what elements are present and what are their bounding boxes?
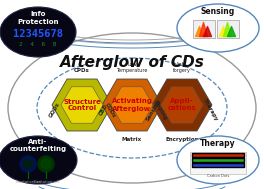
Text: Doping: Doping (152, 99, 168, 121)
Ellipse shape (177, 136, 259, 184)
Text: Afterglow of CDs: Afterglow of CDs (60, 54, 204, 70)
Ellipse shape (0, 136, 77, 184)
FancyBboxPatch shape (192, 158, 244, 162)
Text: Anti-
counterfeiting: Anti- counterfeiting (10, 139, 67, 153)
Text: CPDs: CPDs (74, 68, 90, 73)
FancyBboxPatch shape (190, 152, 246, 174)
Polygon shape (152, 79, 212, 131)
FancyBboxPatch shape (217, 20, 239, 38)
Text: CBD: CBD (98, 103, 109, 117)
Text: Low
Temperature: Low Temperature (116, 62, 148, 73)
Text: GQDs: GQDs (48, 101, 60, 119)
FancyBboxPatch shape (192, 153, 244, 157)
Text: Carbon Dots: Carbon Dots (207, 174, 229, 178)
Text: Excitation: on: Excitation: on (16, 180, 40, 184)
Text: 2  4  6  8: 2 4 6 8 (19, 43, 57, 47)
Text: Therapy: Therapy (201, 98, 219, 122)
Text: Info
Protection: Info Protection (17, 12, 59, 25)
Text: CQDs: CQDs (104, 102, 116, 118)
Circle shape (38, 156, 54, 172)
Text: Anti-
forgery: Anti- forgery (173, 62, 191, 73)
Text: Excitation: off: Excitation: off (34, 180, 59, 184)
Text: Activating
Afterglow: Activating Afterglow (112, 98, 152, 112)
FancyBboxPatch shape (193, 20, 215, 38)
Text: Sensing: Sensing (145, 98, 162, 122)
Text: Encryption: Encryption (165, 137, 199, 142)
Circle shape (23, 159, 33, 169)
Polygon shape (102, 79, 162, 131)
Ellipse shape (0, 7, 76, 57)
Text: Therapy: Therapy (200, 139, 236, 149)
Text: Structure
Control: Structure Control (63, 98, 101, 112)
FancyBboxPatch shape (192, 163, 244, 167)
Polygon shape (52, 79, 112, 131)
Text: Appli-
cations: Appli- cations (168, 98, 196, 112)
Circle shape (41, 159, 51, 169)
Ellipse shape (177, 4, 259, 52)
Text: Matrix: Matrix (122, 137, 142, 142)
Polygon shape (111, 87, 153, 123)
Polygon shape (161, 87, 203, 123)
Circle shape (20, 156, 36, 172)
Text: 12345678: 12345678 (13, 29, 63, 39)
Text: Sensing: Sensing (201, 8, 235, 16)
Polygon shape (61, 87, 103, 123)
